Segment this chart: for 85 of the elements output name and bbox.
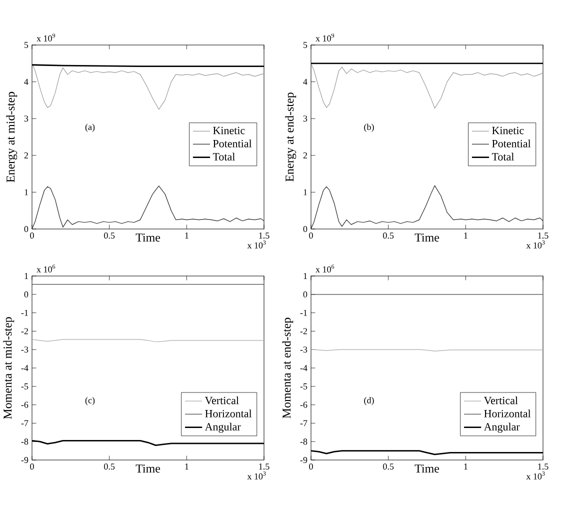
y-tick-label: -9	[21, 456, 28, 464]
annotation: (b)	[364, 124, 374, 132]
x-tick-label: 1	[185, 232, 188, 238]
legend-label: Kinetic	[213, 126, 245, 134]
y-tick-label: -8	[21, 438, 28, 445]
y-tick-label: -3	[21, 346, 28, 353]
y-tick-label: -6	[21, 402, 28, 408]
x-tick-label: 0.5	[383, 464, 394, 470]
y-tick-label: 2	[303, 152, 307, 158]
legend-label: Potential	[213, 140, 252, 148]
x-tick-label: 1.5	[538, 232, 548, 239]
x-tick-label: 0.5	[383, 232, 394, 239]
y-tick-label: -6	[300, 402, 308, 408]
y-tick-label: -5	[21, 383, 28, 390]
y-tick-label: 1	[304, 273, 307, 279]
y-tick-label: 0	[303, 226, 308, 232]
annotation: (d)	[364, 397, 374, 406]
y-tick-label: 0	[24, 226, 28, 232]
x-tick-label: 1	[464, 464, 468, 470]
y-tick-label: -7	[300, 420, 308, 426]
text: x 10$^{9}$	[36, 34, 56, 42]
text: x 10$^{6}$	[36, 264, 56, 272]
x-tick-label: 1.5	[259, 464, 270, 470]
y-tick-label: -5	[300, 383, 308, 390]
x-axis-title: Time	[414, 234, 440, 242]
y-tick-label: -9	[300, 456, 308, 464]
legend-label: Total	[212, 152, 235, 160]
x-tick-label: 0.5	[104, 464, 115, 470]
y-tick-label: -1	[21, 310, 28, 316]
y-tick-label: -7	[21, 420, 28, 426]
legend-label: Potential	[492, 140, 531, 148]
legend-label: Angular	[484, 422, 520, 433]
line-series	[32, 63, 264, 110]
y-tick-label: 0	[303, 291, 308, 298]
legend-label: Kinetic	[492, 126, 524, 134]
y-tick-label: 1	[24, 273, 28, 279]
y-tick-label: -2	[21, 328, 28, 334]
text: x 10$^{3}$	[526, 472, 545, 480]
line-series	[311, 185, 544, 229]
y-tick-label: -3	[300, 346, 308, 353]
legend-label: Vertical	[484, 396, 518, 404]
legend-label: Vertical	[204, 396, 239, 404]
text: x 10$^{6}$	[316, 264, 334, 272]
annotation: (a)	[85, 124, 95, 132]
legend-label: Horizontal	[205, 410, 252, 418]
x-tick-label: 1.5	[538, 464, 548, 470]
y-tick-label: 4	[303, 78, 308, 85]
x-tick-label: 1	[464, 232, 468, 238]
y-tick-label: -4	[21, 365, 28, 371]
x-axis-title: Time	[136, 464, 160, 473]
y-tick-label: 1	[24, 189, 28, 196]
y-tick-label: 3	[24, 116, 28, 122]
text: x 10$^{3}$	[247, 472, 266, 480]
x-tick-label: 1	[185, 464, 188, 470]
y-tick-label: 5	[303, 42, 308, 48]
x-tick-label: 0	[309, 464, 313, 470]
x-tick-label: 0	[309, 232, 313, 239]
x-tick-label: 0	[30, 232, 34, 239]
y-axis-title: Energy at mid-step	[6, 92, 18, 182]
line-series	[311, 63, 544, 109]
x-axis-title: Time	[414, 464, 440, 473]
legend-label: Total	[492, 152, 514, 160]
y-axis-title: Energy at end-step	[285, 92, 296, 182]
y-tick-label: -1	[300, 310, 307, 316]
annotation: (c)	[85, 397, 95, 406]
x-tick-label: 0	[30, 464, 34, 470]
y-axis-title: Momenta at mid-step	[3, 317, 14, 419]
y-tick-label: 3	[303, 116, 308, 122]
y-tick-label: 0	[24, 291, 28, 298]
y-tick-label: 1	[304, 189, 307, 196]
text: x 10$^{9}$	[316, 34, 334, 42]
y-tick-label: 2	[24, 152, 28, 158]
y-axis-title: Momenta at end-step	[282, 318, 294, 418]
text: x 10$^{3}$	[526, 240, 545, 248]
y-tick-label: 5	[24, 42, 28, 48]
x-tick-label: 1.5	[259, 232, 270, 239]
y-tick-label: -8	[300, 438, 308, 445]
x-axis-title: Time	[136, 234, 160, 242]
y-tick-label: -4	[300, 365, 308, 371]
legend-label: Horizontal	[484, 410, 531, 418]
legend-label: Angular	[204, 422, 241, 433]
y-tick-label: 4	[24, 78, 28, 85]
text: x 10$^{3}$	[247, 240, 266, 248]
y-tick-label: -2	[300, 328, 307, 334]
x-tick-label: 0.5	[104, 232, 115, 239]
